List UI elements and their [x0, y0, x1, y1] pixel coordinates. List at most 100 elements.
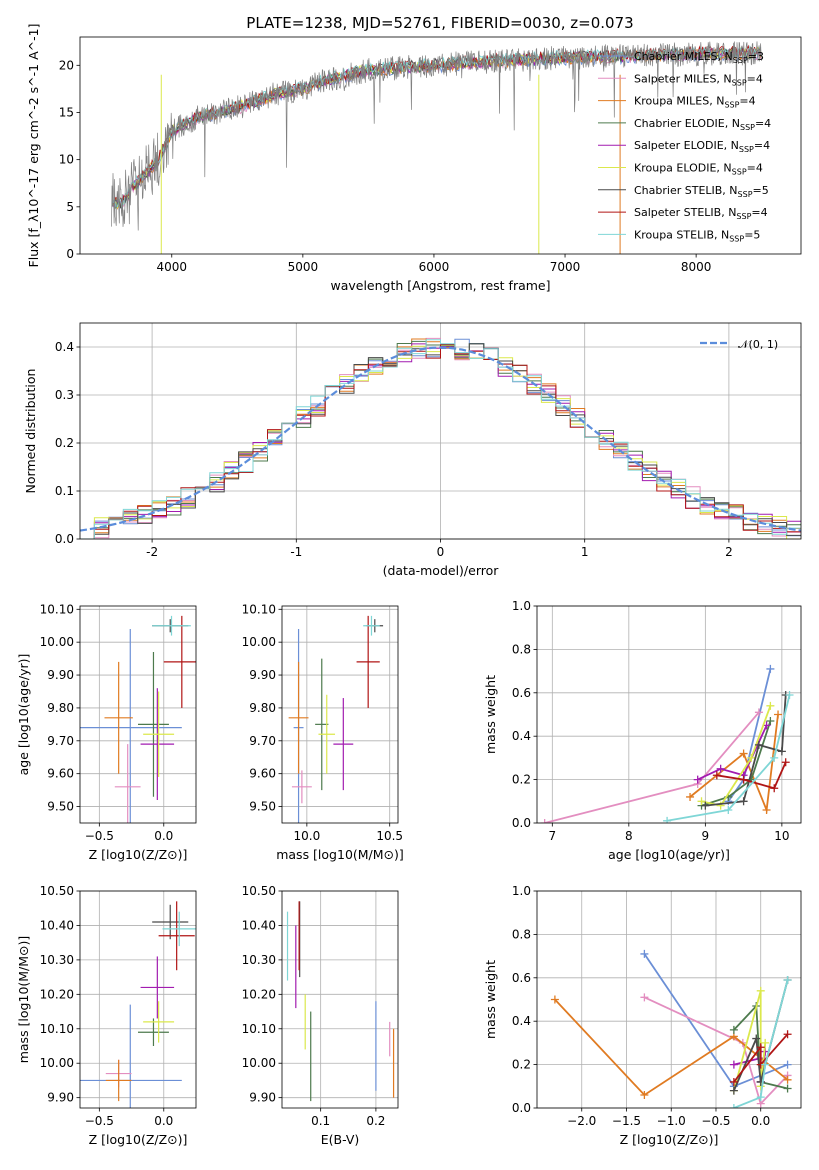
weight-marker — [783, 1030, 792, 1039]
figure-title: PLATE=1238, MJD=52761, FIBERID=0030, z=0… — [246, 14, 633, 32]
y-tick-label: 0.0 — [55, 532, 74, 546]
axes-frame — [79, 890, 197, 1109]
y-tick-label: 9.90 — [249, 1091, 276, 1105]
weight-marker — [777, 747, 786, 756]
grid — [80, 890, 196, 1108]
x-tick-label: 4000 — [156, 260, 187, 274]
x-tick-label: 9 — [702, 829, 710, 843]
weight-marker — [774, 710, 783, 719]
y-tick-label: 10.10 — [40, 1022, 74, 1036]
weight-marker — [752, 1034, 761, 1043]
weight-marker — [766, 717, 775, 726]
weight-marker — [762, 805, 771, 814]
weight-marker — [739, 797, 748, 806]
weight-marker — [781, 758, 790, 767]
y-tick-label: 0.8 — [512, 927, 531, 941]
y-tick-label: 0.6 — [512, 971, 531, 985]
y-tick-label: 10 — [59, 153, 74, 167]
weight-marker — [640, 1090, 649, 1099]
weight-marker — [747, 753, 756, 762]
y-tick-label: 0.8 — [512, 642, 531, 656]
y-tick-label: 10.50 — [40, 884, 74, 898]
y-tick-label: 10.20 — [242, 987, 276, 1001]
weight-line — [644, 996, 789, 1106]
weight-marker — [716, 764, 725, 773]
y-tick-label: 10.00 — [40, 635, 74, 649]
x-tick-label: 10.5 — [376, 829, 403, 843]
y-tick-label: 0.4 — [512, 1014, 531, 1028]
y-tick-label: 10.40 — [242, 918, 276, 932]
x-tick-label: 0.2 — [366, 1114, 385, 1128]
weight-line — [697, 725, 768, 781]
weight-marker — [783, 975, 792, 984]
weight-marker — [756, 1093, 765, 1102]
legend-entry: Kroupa STELIB, NSSP=5 — [634, 228, 760, 243]
weight-marker — [761, 1038, 770, 1047]
weight-marker — [783, 1060, 792, 1069]
x-tick-label: 5000 — [288, 260, 319, 274]
y-tick-label: 9.80 — [249, 701, 276, 715]
legend-entry: Kroupa MILES, NSSP=4 — [634, 95, 756, 110]
weight-marker — [712, 771, 721, 780]
x-tick-label: 0.0 — [751, 1114, 770, 1128]
plot-area — [80, 615, 196, 823]
y-tick-label: 10.40 — [40, 918, 74, 932]
y-tick-label: 9.50 — [47, 800, 74, 814]
x-axis-label: Z [log10(Z/Z⊙)] — [89, 1132, 188, 1147]
weight-line — [733, 979, 789, 1108]
y-axis-label: Flux [f_λ10^-17 erg cm^-2 s^-1 A^-1] — [26, 24, 41, 268]
y-tick-label: 0.0 — [512, 1101, 531, 1115]
axes-frame — [79, 322, 802, 540]
weight-line — [701, 705, 772, 807]
ticks: 4000 5000 6000 7000 8000 0 5 10 15 20 — [59, 58, 712, 274]
y-tick-label: 10.00 — [40, 1056, 74, 1070]
weight-marker — [729, 1104, 738, 1108]
axes-mass_weight_vs_Z: −2.0 −1.5 −1.0 −0.5 0.0 0.0 0.2 0.4 0.6 0.8 1.0 Z [… — [483, 884, 802, 1147]
axes-spectrum: 4000 5000 6000 7000 8000 0 5 10 15 20 wavelength [… — [26, 24, 802, 293]
weight-marker — [756, 986, 765, 995]
weight-marker — [724, 805, 733, 814]
y-tick-label: 9.50 — [249, 800, 276, 814]
weight-line — [701, 720, 772, 807]
y-tick-label: 0.2 — [512, 1058, 531, 1072]
weight-marker — [550, 995, 559, 1004]
plot-area — [80, 337, 801, 539]
x-tick-label: −0.5 — [85, 829, 114, 843]
weight-marker — [697, 797, 706, 806]
y-tick-label: 5 — [66, 200, 74, 214]
ticks: −0.5 0.0 9.50 9.60 9.70 9.80 9.90 10.00 10.10 — [40, 602, 174, 843]
y-tick-label: 0.6 — [512, 686, 531, 700]
x-axis-label: mass [log10(M/M⊙)] — [276, 847, 404, 862]
legend: Chabrier MILES, NSSP=3 Salpeter MILES, NS… — [598, 50, 771, 243]
axes-frame — [536, 890, 802, 1109]
ticks: −2.0 −1.5 −1.0 −0.5 0.0 0.0 0.2 0.4 0.6 0.8 1.0 — [512, 884, 770, 1128]
y-axis-label: mass weight — [483, 960, 498, 1039]
axes-frame — [281, 605, 399, 824]
x-tick-label: −0.5 — [85, 1114, 114, 1128]
ticks: 10.0 10.5 9.50 9.60 9.70 9.80 9.90 10.00 10.10 — [242, 602, 403, 843]
x-axis-label: Z [log10(Z/Z⊙)] — [620, 1132, 719, 1147]
y-tick-label: 9.70 — [249, 734, 276, 748]
x-tick-label: −2.0 — [567, 1114, 596, 1128]
y-tick-label: 10.10 — [242, 1022, 276, 1036]
axes-age_vs_mass: 10.0 10.5 9.50 9.60 9.70 9.80 9.90 10.00 10.10 ma… — [242, 602, 404, 862]
y-tick-label: 0.2 — [55, 436, 74, 450]
legend-entry: Chabrier STELIB, NSSP=5 — [634, 184, 769, 199]
legend-entry: Kroupa ELODIE, NSSP=4 — [634, 162, 763, 177]
y-tick-label: 10.10 — [242, 602, 276, 616]
grid — [282, 890, 398, 1108]
y-tick-label: 9.60 — [249, 767, 276, 781]
weight-marker — [754, 708, 763, 717]
y-axis-label: Normed distribution — [23, 369, 38, 494]
x-axis-label: (data-model)/error — [383, 563, 500, 578]
y-tick-label: 10.20 — [40, 987, 74, 1001]
y-tick-label: 10.10 — [40, 602, 74, 616]
y-tick-label: 10.00 — [242, 635, 276, 649]
weight-marker — [640, 949, 649, 958]
y-tick-label: 10.00 — [242, 1056, 276, 1070]
weight-marker — [739, 749, 748, 758]
x-tick-label: 0.0 — [154, 1114, 173, 1128]
x-tick-label: 1 — [581, 545, 589, 559]
weight-marker — [754, 740, 763, 749]
